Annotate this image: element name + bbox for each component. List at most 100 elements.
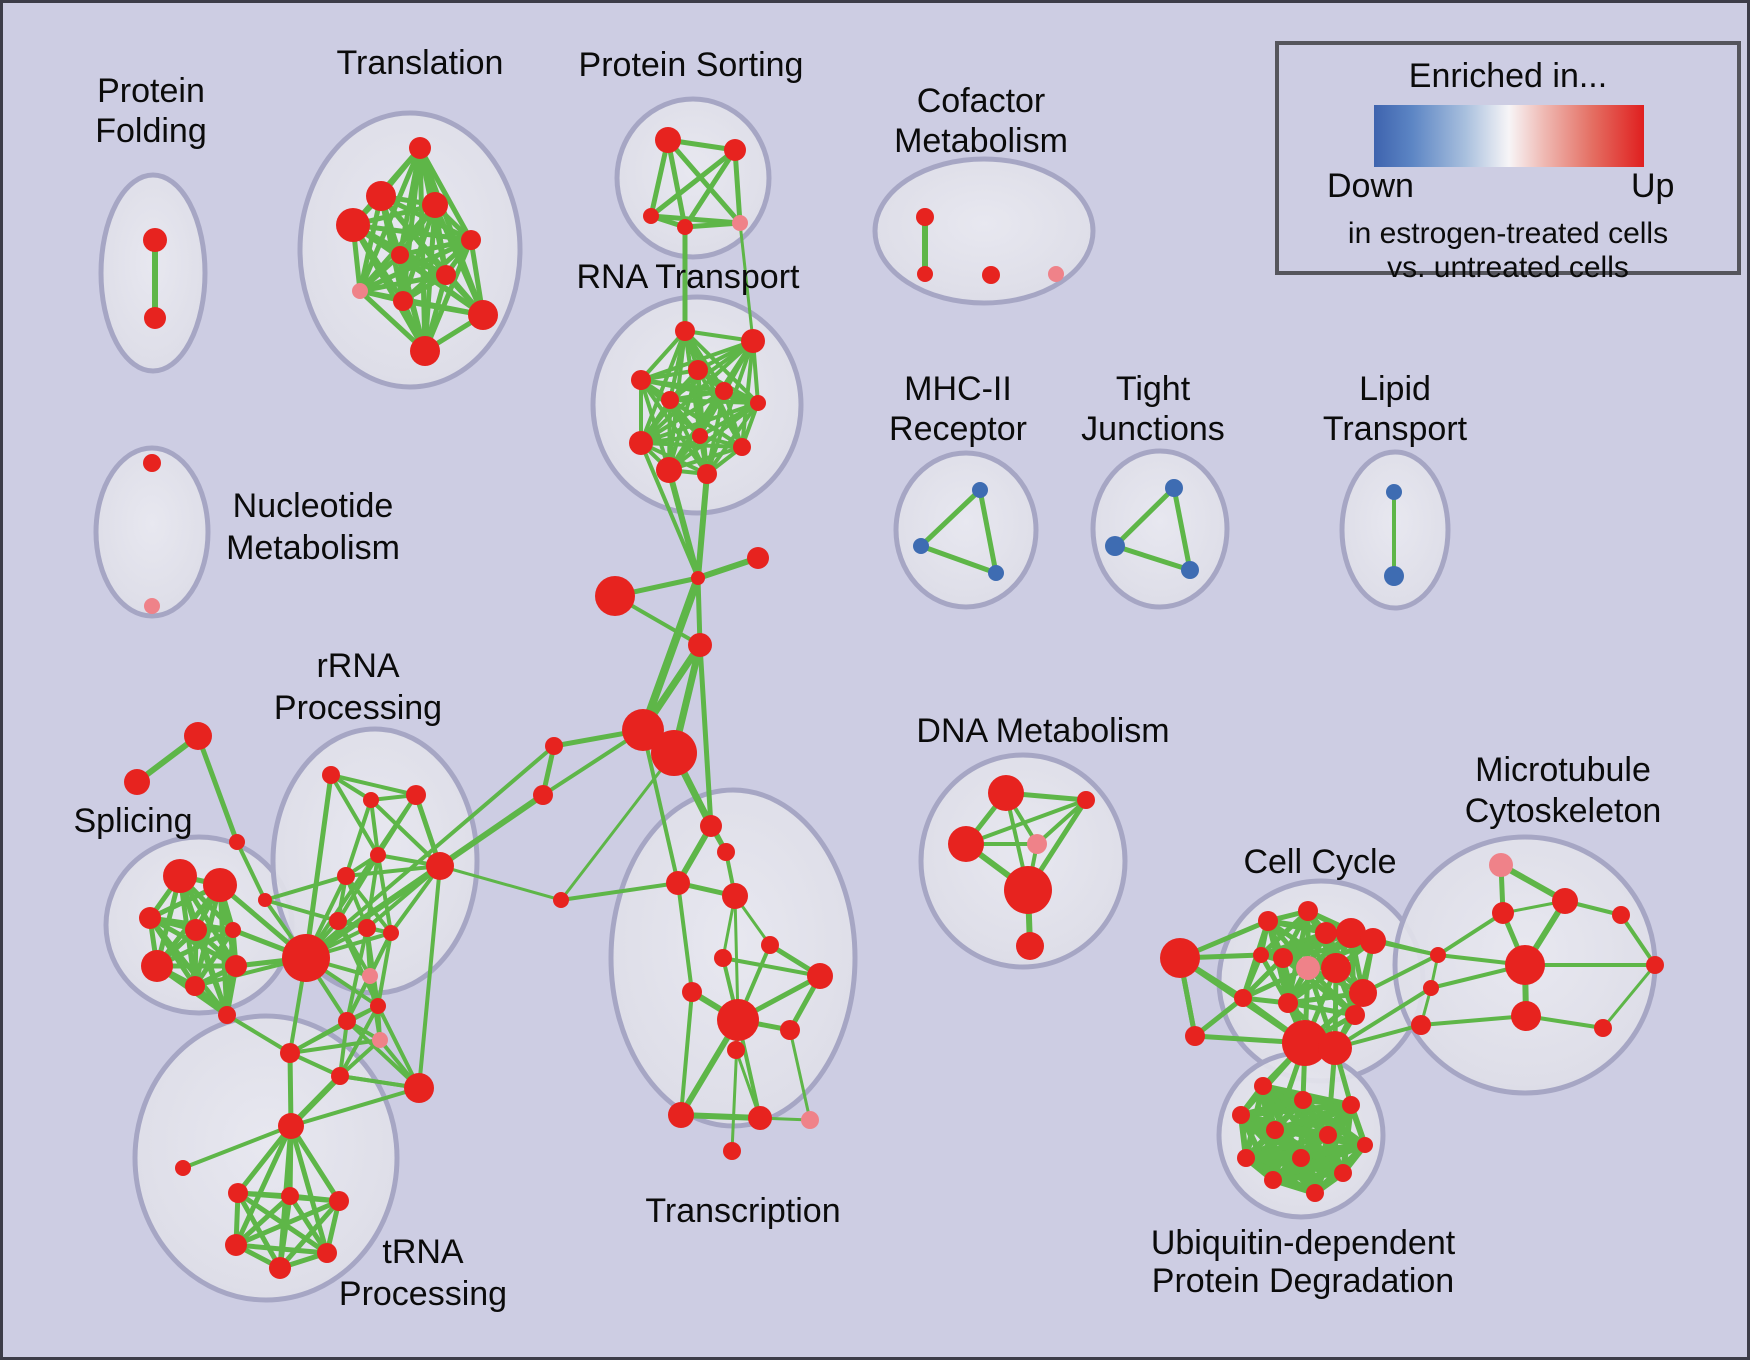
translation-edge — [397, 237, 474, 258]
gene-set-node-red — [1253, 947, 1269, 963]
gene-set-node-red — [688, 633, 712, 657]
gene-set-node-red — [141, 950, 173, 982]
gene-set-node-red — [1345, 1005, 1365, 1025]
mhc-ii-receptor-label: MHC-II — [904, 370, 1012, 408]
gene-set-node-red — [750, 395, 766, 411]
legend-down-label: Down — [1327, 167, 1414, 205]
rna-transport-edge — [705, 401, 760, 476]
gene-set-node-red — [139, 907, 161, 929]
ubiquitin-degradation-label: Protein Degradation — [1152, 1262, 1454, 1300]
gene-set-node-red — [948, 826, 984, 862]
inter-cluster-edge — [304, 744, 556, 960]
transcription-edge — [721, 956, 822, 978]
rrna-processing-edge — [344, 864, 442, 878]
gene-set-node-red — [175, 1160, 191, 1176]
trna-processing-label: Processing — [339, 1275, 507, 1313]
lipid-transport-label: Lipid — [1359, 370, 1431, 408]
gene-set-node-blue — [1386, 484, 1402, 500]
gene-set-node-blue — [913, 538, 929, 554]
gene-set-node-red — [717, 999, 759, 1041]
gene-set-node-red — [269, 1257, 291, 1279]
gene-set-node-red — [733, 438, 751, 456]
inter-cluster-edge — [235, 840, 267, 902]
inter-cluster-edge — [697, 642, 714, 829]
gene-set-node-red — [1282, 1020, 1328, 1066]
gene-set-node-red — [185, 919, 207, 941]
gene-set-node-red — [1315, 922, 1337, 944]
gene-set-node-red — [406, 785, 426, 805]
trna-processing-edge — [181, 1124, 293, 1170]
legend-gradient-bar — [1374, 105, 1644, 167]
gene-set-node-red — [203, 868, 237, 902]
microtubule-cytoskeleton-edge — [1619, 913, 1657, 967]
splicing-label: Splicing — [73, 802, 192, 840]
transcription-edge — [788, 1028, 812, 1122]
gene-set-node-red — [1266, 1121, 1284, 1139]
gene-set-node-red — [697, 464, 717, 484]
gene-set-node-red — [1298, 901, 1318, 921]
gene-set-node-red — [675, 321, 695, 341]
trna-processing-edge — [288, 1123, 342, 1204]
rrna-processing-label: rRNA — [316, 647, 399, 685]
gene-set-node-red — [1430, 947, 1446, 963]
gene-set-node-red — [422, 192, 448, 218]
rna-transport-edge — [740, 339, 755, 449]
inter-cluster-edge — [639, 441, 700, 580]
gene-set-node-red — [1306, 1184, 1324, 1202]
gene-set-node-pink — [732, 215, 748, 231]
microtubule-cytoskeleton-edge — [1436, 911, 1505, 957]
inter-cluster-edge — [1333, 986, 1433, 1050]
gene-set-node-red — [1342, 1096, 1360, 1114]
gene-set-node-red — [1423, 980, 1439, 996]
gene-set-node-red — [329, 912, 347, 930]
gene-set-node-red — [553, 892, 569, 908]
gene-set-node-red — [643, 208, 659, 224]
protein-folding-label: Protein — [97, 72, 205, 110]
inter-cluster-edge — [438, 864, 563, 902]
gene-set-node-red — [722, 883, 748, 909]
microtubule-cytoskeleton-edge — [1419, 1014, 1528, 1027]
gene-set-node-blue — [1105, 536, 1125, 556]
gene-set-node-red — [184, 722, 212, 750]
protein-sorting-edge — [682, 220, 743, 230]
trna-processing-edge — [233, 1123, 294, 1248]
gene-set-node-red — [185, 976, 205, 996]
rrna-processing-edge — [376, 931, 393, 1008]
gene-set-node-red — [391, 246, 409, 264]
gene-set-node-red — [692, 428, 708, 444]
gene-set-node-red — [533, 785, 553, 805]
gene-set-node-red — [1646, 956, 1664, 974]
legend-caption-line2: vs. untreated cells — [1387, 251, 1629, 284]
microtubule-cytoskeleton-label: Microtubule — [1475, 751, 1651, 789]
cell-cycle-label: Cell Cycle — [1243, 843, 1396, 881]
gene-set-node-pink — [1296, 956, 1320, 980]
rrna-processing-edge — [345, 1019, 421, 1090]
gene-set-node-red — [331, 1067, 349, 1085]
transcription-edge — [734, 1048, 762, 1120]
gene-set-node-red — [370, 847, 386, 863]
microtubule-cytoskeleton-edge — [1601, 963, 1657, 1030]
gene-set-node-red — [1258, 911, 1278, 931]
gene-set-node-red — [655, 127, 681, 153]
gene-set-node-red — [322, 766, 340, 784]
gene-set-node-red — [1612, 906, 1630, 924]
gene-set-node-red — [982, 266, 1000, 284]
gene-set-node-red — [1292, 1149, 1310, 1167]
gene-set-node-red — [688, 360, 708, 380]
gene-set-node-red — [218, 1006, 236, 1024]
tight-junctions-label: Junctions — [1081, 410, 1225, 448]
trna-processing-edge — [233, 1198, 342, 1248]
gene-set-node-red — [329, 1191, 349, 1211]
translation-label: Translation — [337, 44, 504, 82]
lipid-transport-label: Transport — [1323, 410, 1468, 448]
gene-set-node-red — [426, 852, 454, 880]
gene-set-node-red — [1318, 1031, 1352, 1065]
inter-cluster-edge — [303, 792, 546, 961]
gene-set-node-red — [278, 1113, 304, 1139]
gene-set-node-red — [1264, 1171, 1282, 1189]
cell-cycle-edge — [1285, 1000, 1358, 1018]
gene-set-node-blue — [1181, 561, 1199, 579]
trna-processing-edge — [233, 1193, 293, 1248]
